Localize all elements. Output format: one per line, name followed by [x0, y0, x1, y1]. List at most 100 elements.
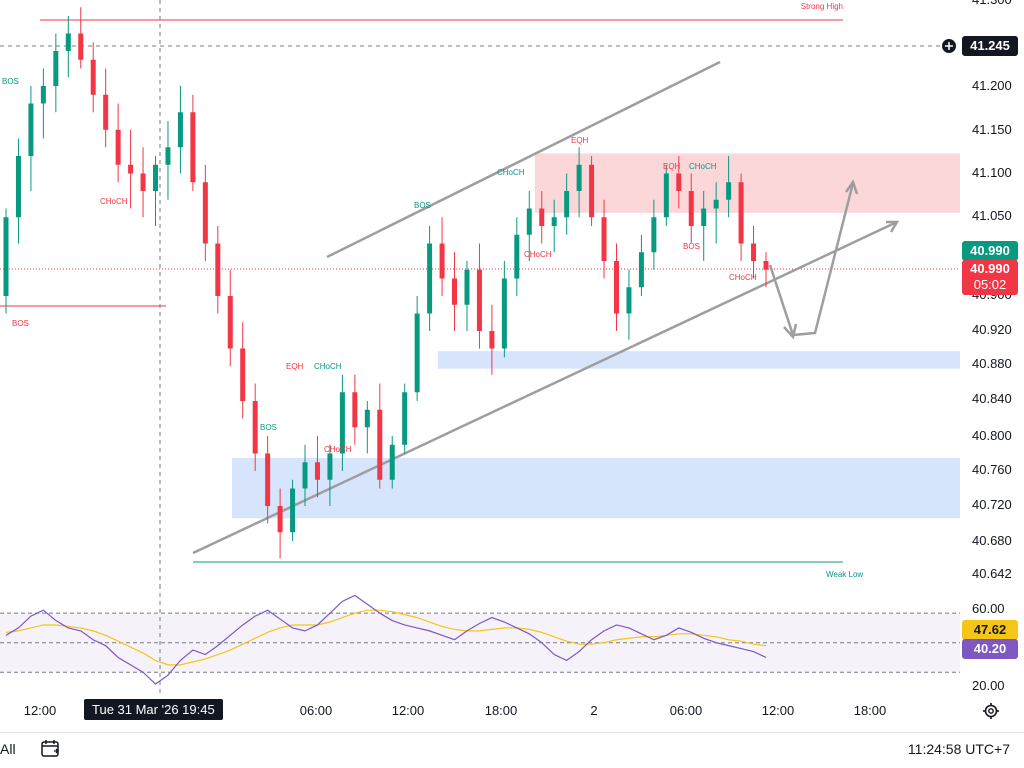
candle-body: [651, 217, 657, 253]
candle-body: [314, 462, 320, 480]
last-price-tag-green: 40.990: [962, 241, 1018, 261]
candle-body: [676, 173, 682, 191]
price-chart[interactable]: Strong High Weak Low BOS BOS CHoCH EQH CHoCH CH…: [0, 0, 1024, 585]
candle-body: [489, 331, 495, 349]
candle-body: [140, 173, 146, 191]
arrow-head-up: [844, 179, 859, 195]
structure-label: BOS: [12, 319, 29, 328]
candle-body: [252, 401, 258, 454]
candle-body: [663, 173, 669, 218]
candle-body: [402, 392, 408, 445]
price-tick-label: 41.300: [964, 0, 1024, 7]
bar-countdown: 05:02: [973, 277, 1007, 292]
rsi-value-tag: 47.62: [962, 620, 1018, 640]
price-tick-label: 40.760: [972, 462, 1012, 477]
rsi-ma-line: [5, 609, 767, 666]
candle-body: [165, 147, 171, 165]
candle-body: [15, 156, 21, 218]
rsi-line: [5, 594, 767, 685]
candle-body: [177, 112, 183, 148]
candle-body: [302, 462, 308, 489]
candle-body: [638, 252, 644, 288]
price-tick-label: 40.800: [972, 428, 1012, 443]
candle-body: [65, 33, 71, 51]
candle-body: [551, 217, 557, 226]
candle-body: [28, 103, 34, 156]
candle-body: [626, 287, 632, 314]
price-tick-label: 41.200: [972, 78, 1012, 93]
structure-label: CHoCH: [314, 362, 342, 371]
candle-body: [240, 348, 246, 401]
candle-body: [576, 164, 582, 191]
gear-icon[interactable]: [982, 702, 1000, 720]
price-tick-label: 40.920: [972, 322, 1012, 337]
structure-label: EQH: [571, 136, 589, 145]
rsi-ma-value-tag: 40.20: [962, 639, 1018, 659]
price-tick-label: 40.720: [972, 497, 1012, 512]
candle-body: [476, 269, 482, 331]
bottom-toolbar: All 11:24:58 UTC+7: [0, 732, 1024, 768]
candle-body: [339, 392, 345, 454]
structure-label: BOS: [2, 77, 19, 86]
calendar-range-icon[interactable]: [40, 739, 62, 759]
candle-body: [763, 261, 769, 270]
candle-body: [190, 112, 196, 183]
candle-body: [352, 392, 358, 428]
structure-label: BOS: [683, 242, 700, 251]
candle-body: [601, 217, 607, 261]
candle-body: [526, 208, 532, 235]
demand-zone: [232, 457, 960, 519]
candle-body: [564, 191, 570, 218]
price-tick-label: 40.880: [972, 356, 1012, 371]
projection-path: [768, 182, 855, 337]
time-tick-label: 18:00: [484, 703, 518, 718]
structure-label: Weak Low: [826, 570, 863, 579]
candle-body: [688, 191, 694, 226]
plus-circle-icon[interactable]: [940, 37, 958, 55]
range-all-button[interactable]: All: [0, 741, 16, 757]
candle-body: [751, 243, 757, 261]
candle-body: [265, 453, 271, 506]
price-tick-label: 41.100: [972, 165, 1012, 180]
candle-body: [364, 409, 370, 428]
candle-body: [589, 164, 595, 218]
crosshair-price-tag: 41.245: [962, 36, 1018, 56]
candle-body: [277, 506, 283, 533]
candle-body: [327, 453, 333, 480]
time-axis[interactable]: Tue 31 Mar '26 19:45 12:00 06:00 12:00 18:0…: [0, 693, 1024, 729]
candle-body: [202, 182, 208, 244]
time-tick-label: 12:00: [761, 703, 795, 718]
structure-label: EQH: [663, 162, 681, 171]
candle-body: [290, 488, 296, 533]
utc-clock[interactable]: 11:24:58 UTC+7: [907, 741, 1010, 757]
supply-zone: [535, 153, 960, 213]
structure-label: Strong High: [801, 2, 843, 11]
arrow-head-channel: [886, 220, 900, 233]
structure-label: CHoCH: [524, 250, 552, 259]
candle-body: [439, 243, 445, 279]
price-tick-label: 40.642: [972, 566, 1012, 581]
price-tick-label: 40.840: [972, 391, 1012, 406]
time-tick-label: 12:00: [23, 703, 57, 718]
candle-body: [153, 164, 159, 191]
candle-body: [501, 278, 507, 349]
candle-body: [227, 296, 233, 349]
structure-label: EQH: [286, 362, 304, 371]
candle-body: [53, 51, 59, 86]
time-tick-label: 06:00: [299, 703, 333, 718]
time-tick-label: 18:00: [853, 703, 887, 718]
structure-label: BOS: [414, 201, 431, 210]
rsi-pane[interactable]: [0, 585, 1024, 693]
arrow-head-down: [783, 323, 798, 340]
structure-label: BOS: [260, 423, 277, 432]
candle-body: [128, 164, 134, 174]
candle-body: [427, 243, 433, 314]
candle-body: [464, 269, 470, 305]
candle-body: [738, 182, 744, 244]
candle-body: [701, 208, 707, 226]
rsi-tick-label: 60.00: [972, 601, 1005, 616]
candle-body: [3, 217, 9, 296]
time-tick-label: 06:00: [669, 703, 703, 718]
candle-body: [726, 182, 732, 200]
candle-body: [215, 243, 221, 296]
